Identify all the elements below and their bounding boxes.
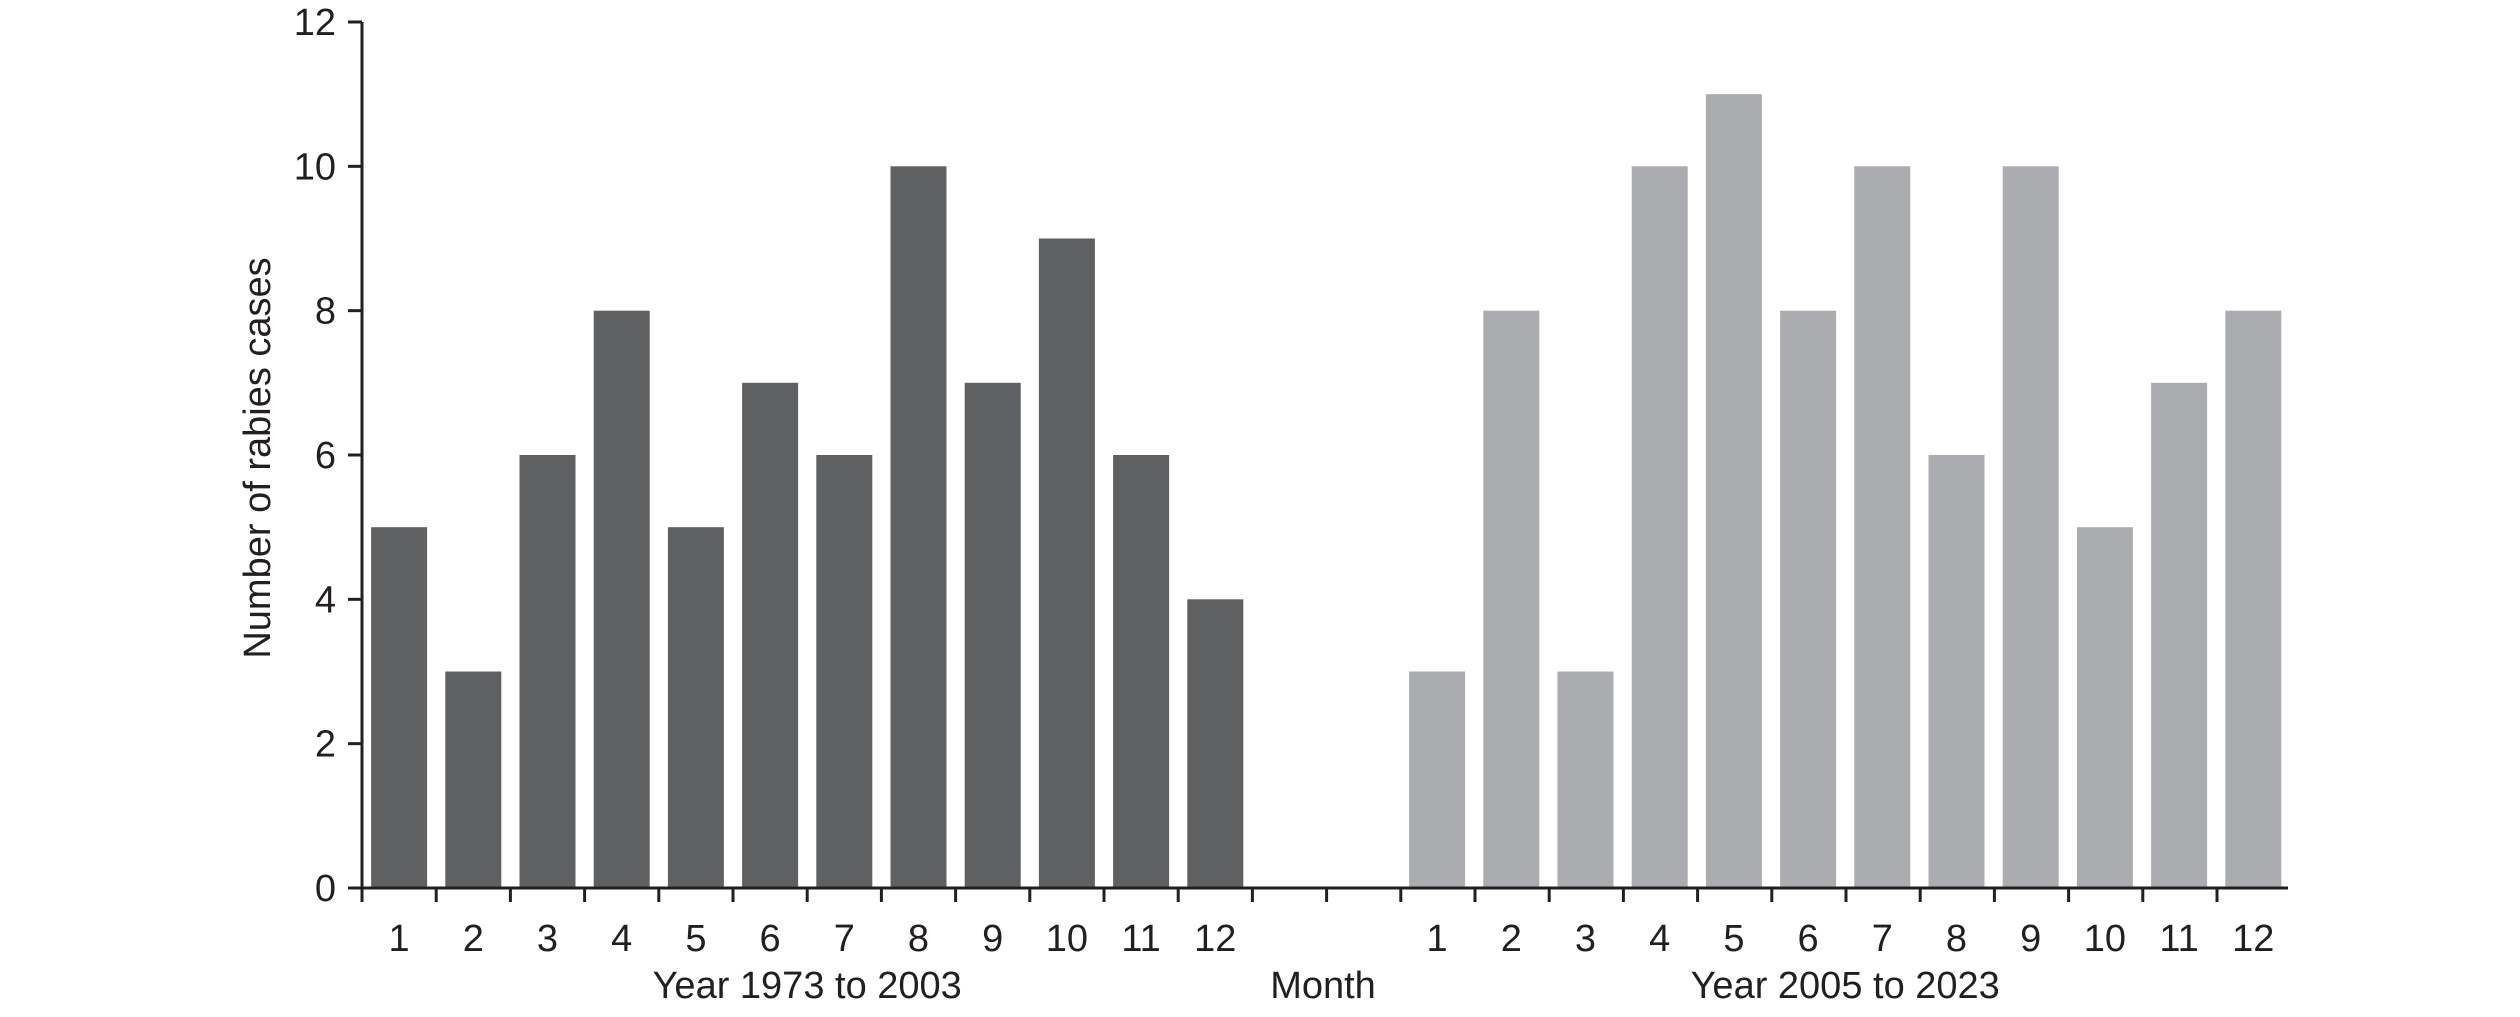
x-tick-label: 9 <box>2020 918 2041 960</box>
x-tick-label: 8 <box>1946 918 1967 960</box>
x-tick-label: 6 <box>760 918 781 960</box>
bar-group1-month-5 <box>667 527 724 888</box>
bar-group1-month-7 <box>816 455 873 888</box>
x-tick-label: 10 <box>1046 918 1088 960</box>
bar-group1-month-2 <box>445 671 502 888</box>
x-tick-label: 1 <box>1427 918 1448 960</box>
bar-group2-month-12 <box>2225 310 2282 888</box>
x-tick-label: 3 <box>1575 918 1596 960</box>
y-tick-label: 8 <box>315 291 336 333</box>
bar-group1-month-10 <box>1038 238 1095 888</box>
bar-group2-month-9 <box>2002 166 2059 889</box>
bar-group2-month-7 <box>1854 166 1911 889</box>
x-tick-label: 7 <box>834 918 855 960</box>
x-tick-label: 4 <box>1649 918 1670 960</box>
bar-group2-month-8 <box>1928 455 1985 888</box>
bar-group2-month-11 <box>2151 382 2208 888</box>
axes-layer <box>348 20 2288 902</box>
y-axis-title: Number of rabies cases <box>237 257 279 658</box>
bars-layer <box>371 94 2282 889</box>
y-tick-label: 10 <box>294 146 336 188</box>
bar-group2-month-6 <box>1780 310 1837 888</box>
bar-group1-month-11 <box>1113 455 1170 888</box>
x-tick-label: 1 <box>389 918 410 960</box>
x-tick-label: 2 <box>463 918 484 960</box>
bar-group1-month-9 <box>964 382 1021 888</box>
bar-group2-month-3 <box>1557 671 1614 888</box>
bar-group2-month-1 <box>1409 671 1466 888</box>
y-tick-label: 2 <box>315 724 336 766</box>
y-tick-label: 4 <box>315 579 336 621</box>
x-tick-label: 8 <box>908 918 929 960</box>
x-tick-label: 12 <box>2232 918 2274 960</box>
bar-group1-month-4 <box>593 310 650 888</box>
bar-group1-month-6 <box>742 382 799 888</box>
y-tick-label: 6 <box>315 435 336 477</box>
bar-group2-month-2 <box>1483 310 1540 888</box>
group-label: Year 2005 to 2023 <box>1691 965 2000 1007</box>
x-tick-label: 6 <box>1798 918 1819 960</box>
x-tick-label: 11 <box>2159 918 2198 960</box>
x-tick-label: 10 <box>2084 918 2126 960</box>
group-label: Year 1973 to 2003 <box>653 965 962 1007</box>
y-tick-label: 0 <box>315 868 336 910</box>
x-tick-label: 3 <box>537 918 558 960</box>
bar-group1-month-3 <box>519 455 576 888</box>
x-tick-label: 12 <box>1194 918 1236 960</box>
y-tick-label: 12 <box>294 2 336 44</box>
bar-group1-month-8 <box>890 166 947 889</box>
bar-group2-month-10 <box>2076 527 2133 888</box>
x-axis-title: Month <box>1270 965 1376 1007</box>
x-tick-label: 11 <box>1121 918 1160 960</box>
x-tick-label: 9 <box>982 918 1003 960</box>
x-tick-label: 5 <box>685 918 706 960</box>
x-tick-label: 4 <box>611 918 632 960</box>
bar-group1-month-1 <box>371 527 428 888</box>
bar-group2-month-4 <box>1631 166 1688 889</box>
bar-group1-month-12 <box>1187 599 1244 888</box>
x-tick-label: 7 <box>1872 918 1893 960</box>
x-tick-label: 5 <box>1723 918 1744 960</box>
bar-group2-month-5 <box>1705 94 1762 888</box>
x-tick-label: 2 <box>1501 918 1522 960</box>
